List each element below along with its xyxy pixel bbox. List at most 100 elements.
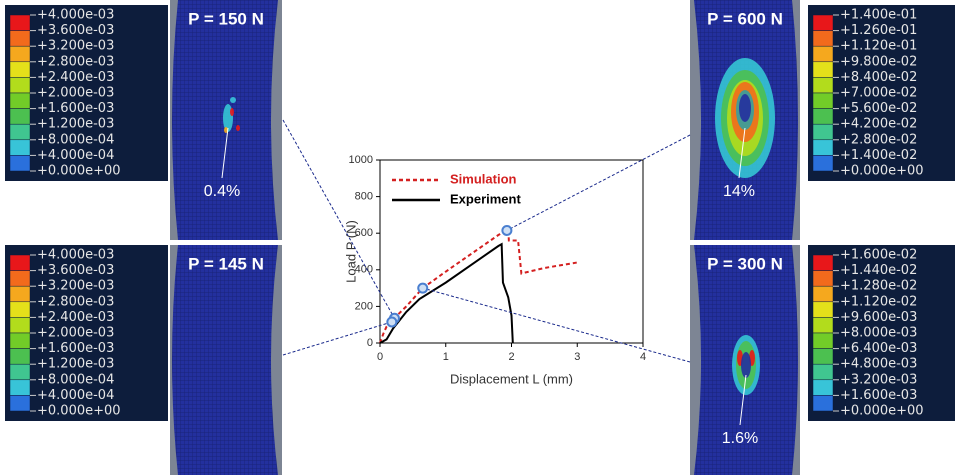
legend-swatch (10, 349, 30, 365)
annotation: 14% (723, 183, 755, 200)
legend-swatch (813, 93, 833, 109)
legend-label: +4.000e-04 (37, 148, 114, 163)
legend-label: +1.600e-03 (37, 341, 114, 356)
legend-label: +0.000e+00 (37, 404, 121, 419)
legend-swatch (813, 124, 833, 140)
legend-label: +1.600e-03 (840, 388, 917, 403)
legend-label: +8.400e-02 (840, 70, 917, 85)
y-tick-label: 0 (367, 337, 373, 349)
legend-label: +8.000e-04 (37, 132, 114, 147)
legend-label: +3.600e-03 (37, 263, 114, 278)
legend-swatch (813, 77, 833, 93)
legend-label: +1.200e-03 (37, 117, 114, 132)
legend-swatch (10, 302, 30, 318)
panel-title: P = 600 N (707, 9, 783, 28)
legend-swatch (10, 395, 30, 411)
legend-swatch (10, 124, 30, 140)
legend-swatch (813, 155, 833, 171)
legend-swatch (10, 140, 30, 156)
x-axis-label: Displacement L (mm) (450, 371, 573, 386)
y-tick-label: 1000 (349, 154, 373, 166)
legend-label: +2.400e-03 (37, 70, 114, 85)
legend-swatch (813, 380, 833, 396)
annotation: 0.4% (204, 183, 240, 200)
legend-label: +4.000e-04 (37, 388, 114, 403)
legend-label: +3.200e-03 (37, 279, 114, 294)
legend-label: Simulation (450, 171, 517, 186)
legend-swatch (813, 46, 833, 62)
figure: P = 150 N0.4%+4.000e-03+3.600e-03+3.200e… (0, 0, 955, 475)
x-tick-label: 2 (508, 351, 514, 363)
legend-swatch (813, 286, 833, 302)
panel-title: P = 300 N (707, 254, 783, 273)
legend-label: +2.800e-03 (37, 294, 114, 309)
legend-label: +0.000e+00 (840, 404, 924, 419)
legend-label: +0.000e+00 (840, 164, 924, 179)
panel-title: P = 145 N (188, 254, 264, 273)
legend-swatch (10, 333, 30, 349)
legend-swatch (813, 62, 833, 78)
legend-swatch (10, 255, 30, 271)
annotation: 1.6% (722, 430, 758, 447)
legend-swatch (813, 255, 833, 271)
legend-label: +3.200e-03 (37, 39, 114, 54)
x-tick-label: 3 (574, 351, 580, 363)
legend-swatch (10, 317, 30, 333)
legend-swatch (10, 286, 30, 302)
load-marker (502, 226, 511, 235)
legend-label: +1.400e-01 (840, 8, 917, 23)
legend-label: +2.000e-03 (37, 86, 114, 101)
legend-label: +4.800e-03 (840, 357, 917, 372)
legend-swatch (10, 31, 30, 47)
legend-swatch (813, 31, 833, 47)
legend-label: +4.000e-03 (37, 8, 114, 23)
legend-label: +2.000e-03 (37, 326, 114, 341)
legend-swatch (10, 77, 30, 93)
legend-swatch (813, 140, 833, 156)
legend-swatch (10, 380, 30, 396)
legend-label: +2.400e-03 (37, 310, 114, 325)
legend-swatch (10, 93, 30, 109)
y-tick-label: 200 (355, 300, 373, 312)
x-tick-label: 1 (443, 351, 449, 363)
legend-swatch (813, 109, 833, 125)
legend-label: +9.600e-03 (840, 310, 917, 325)
legend-swatch (10, 271, 30, 287)
legend-swatch (813, 395, 833, 411)
legend-label: +7.000e-02 (840, 86, 917, 101)
specimen-mesh (172, 245, 278, 475)
legend-label: +6.400e-03 (840, 341, 917, 356)
legend-label: +1.600e-03 (37, 101, 114, 116)
legend-swatch (10, 155, 30, 171)
strain-contour (236, 125, 240, 131)
strain-contour (230, 108, 234, 116)
legend-label: +1.120e-02 (840, 294, 917, 309)
legend-label: +1.200e-03 (37, 357, 114, 372)
legend-label: +1.400e-02 (840, 148, 917, 163)
y-tick-label: 800 (355, 191, 373, 203)
legend-label: +1.600e-02 (840, 248, 917, 263)
x-tick-label: 4 (640, 351, 646, 363)
legend-swatch (813, 271, 833, 287)
legend-label: +8.000e-04 (37, 372, 114, 387)
legend-swatch (10, 15, 30, 31)
strain-contour (230, 97, 236, 103)
legend-label: +3.200e-03 (840, 372, 917, 387)
legend-swatch (813, 15, 833, 31)
load-marker (418, 284, 427, 293)
strain-contour (741, 352, 751, 378)
legend-swatch (813, 364, 833, 380)
legend-label: +4.200e-02 (840, 117, 917, 132)
y-axis-label: Load P (N) (343, 220, 358, 283)
legend-label: +8.000e-03 (840, 326, 917, 341)
legend-label: +4.000e-03 (37, 248, 114, 263)
legend-label: +2.800e-02 (840, 132, 917, 147)
legend-swatch (813, 349, 833, 365)
legend-swatch (10, 109, 30, 125)
legend-label: +2.800e-03 (37, 54, 114, 69)
legend-label: +1.260e-01 (840, 23, 917, 38)
legend-label: +9.800e-02 (840, 54, 917, 69)
legend-swatch (813, 317, 833, 333)
legend-swatch (813, 302, 833, 318)
legend-label: +5.600e-02 (840, 101, 917, 116)
